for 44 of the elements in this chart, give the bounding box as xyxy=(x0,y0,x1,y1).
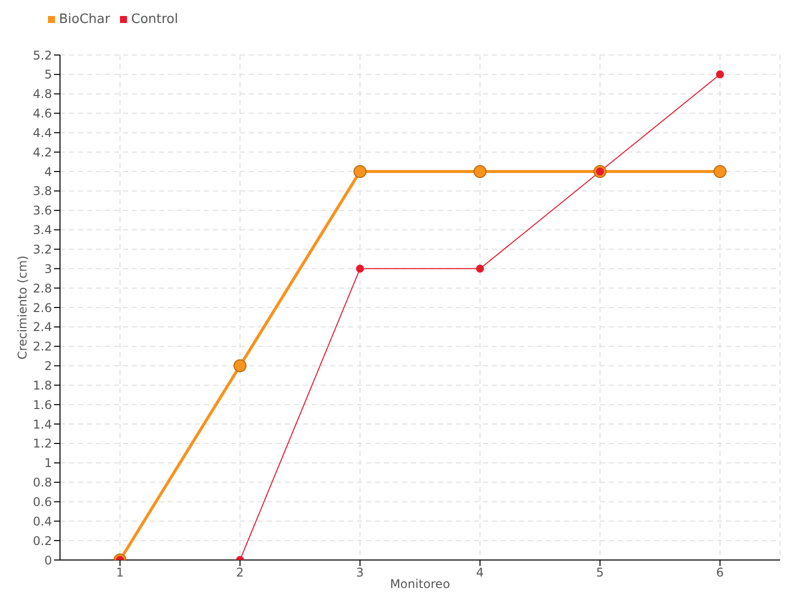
y-tick-label: 4 xyxy=(44,164,52,179)
point xyxy=(354,165,366,178)
y-tick-label: 2.2 xyxy=(32,340,52,354)
legend-label: Control xyxy=(131,12,178,27)
y-tick-label: 0.6 xyxy=(32,494,52,509)
y-tick-label: 2.4 xyxy=(32,320,52,334)
point xyxy=(714,165,726,178)
y-tick-label: 1.4 xyxy=(32,417,52,432)
point xyxy=(234,359,246,372)
y-tick-label: 2 xyxy=(44,359,52,374)
x-tick-label: 4 xyxy=(476,566,484,580)
point xyxy=(356,264,364,273)
legend-label: BioChar xyxy=(59,12,110,27)
x-tick-label: 3 xyxy=(356,566,364,580)
x-axis-title: Monitoreo xyxy=(390,577,450,591)
y-tick-label: 2.8 xyxy=(32,281,52,296)
y-tick-label: 4.6 xyxy=(32,106,52,121)
y-tick-label: 3 xyxy=(44,262,52,276)
y-tick-label: 4.8 xyxy=(32,87,52,102)
y-tick-label: 3.2 xyxy=(32,242,52,256)
y-tick-label: 0.8 xyxy=(32,476,52,490)
y-tick-label: 3.8 xyxy=(32,184,52,198)
y-tick-label: 5 xyxy=(44,68,52,82)
point xyxy=(474,165,486,178)
y-tick-label: 0.4 xyxy=(32,514,52,528)
y-tick-label: 1 xyxy=(44,456,52,470)
y-tick-label: 3.6 xyxy=(32,204,52,218)
y-tick-label: 1.8 xyxy=(32,378,52,392)
y-tick-label: 0 xyxy=(44,553,52,568)
point xyxy=(476,264,484,273)
point xyxy=(716,70,724,78)
y-tick-label: 0.2 xyxy=(32,534,52,548)
y-tick-label: 4.4 xyxy=(32,126,52,140)
x-tick-label: 6 xyxy=(716,566,724,580)
x-tick-label: 2 xyxy=(236,566,244,580)
y-tick-label: 5.2 xyxy=(32,48,52,62)
x-tick-label: 5 xyxy=(596,566,604,580)
y-tick-label: 1.2 xyxy=(32,436,52,451)
x-tick-label: 1 xyxy=(116,566,124,580)
y-tick-label: 1.6 xyxy=(32,398,52,412)
y-tick-label: 2.6 xyxy=(32,300,52,315)
y-axis-title: Crecimiento (cm) xyxy=(15,256,30,360)
y-tick-label: 4.2 xyxy=(32,145,52,160)
y-tick-label: 3.4 xyxy=(32,223,52,238)
